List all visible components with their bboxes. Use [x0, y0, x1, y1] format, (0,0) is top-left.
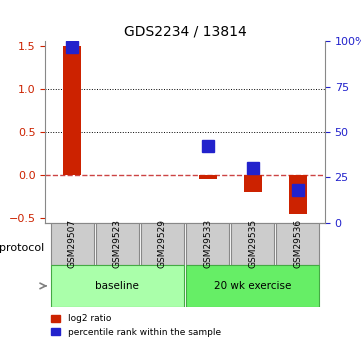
Text: 20 wk exercise: 20 wk exercise: [214, 281, 291, 291]
Bar: [63, 46, 81, 175]
Text: baseline: baseline: [95, 281, 139, 291]
FancyBboxPatch shape: [96, 223, 139, 265]
Bar: [289, 175, 307, 214]
Text: GSM29529: GSM29529: [158, 219, 167, 268]
Text: GSM29523: GSM29523: [113, 219, 122, 268]
FancyBboxPatch shape: [276, 223, 319, 265]
FancyBboxPatch shape: [141, 223, 184, 265]
Text: GSM29507: GSM29507: [68, 219, 77, 268]
Text: GSM29535: GSM29535: [248, 219, 257, 268]
Text: GSM29536: GSM29536: [293, 219, 302, 268]
FancyBboxPatch shape: [186, 223, 229, 265]
FancyBboxPatch shape: [51, 223, 94, 265]
FancyBboxPatch shape: [231, 223, 274, 265]
Text: GSM29533: GSM29533: [203, 219, 212, 268]
FancyBboxPatch shape: [186, 265, 319, 307]
FancyBboxPatch shape: [51, 265, 184, 307]
Legend: log2 ratio, percentile rank within the sample: log2 ratio, percentile rank within the s…: [48, 311, 225, 341]
Title: GDS2234 / 13814: GDS2234 / 13814: [123, 25, 247, 39]
Bar: [199, 175, 217, 179]
Bar: [244, 175, 262, 192]
Text: protocol: protocol: [0, 243, 44, 253]
